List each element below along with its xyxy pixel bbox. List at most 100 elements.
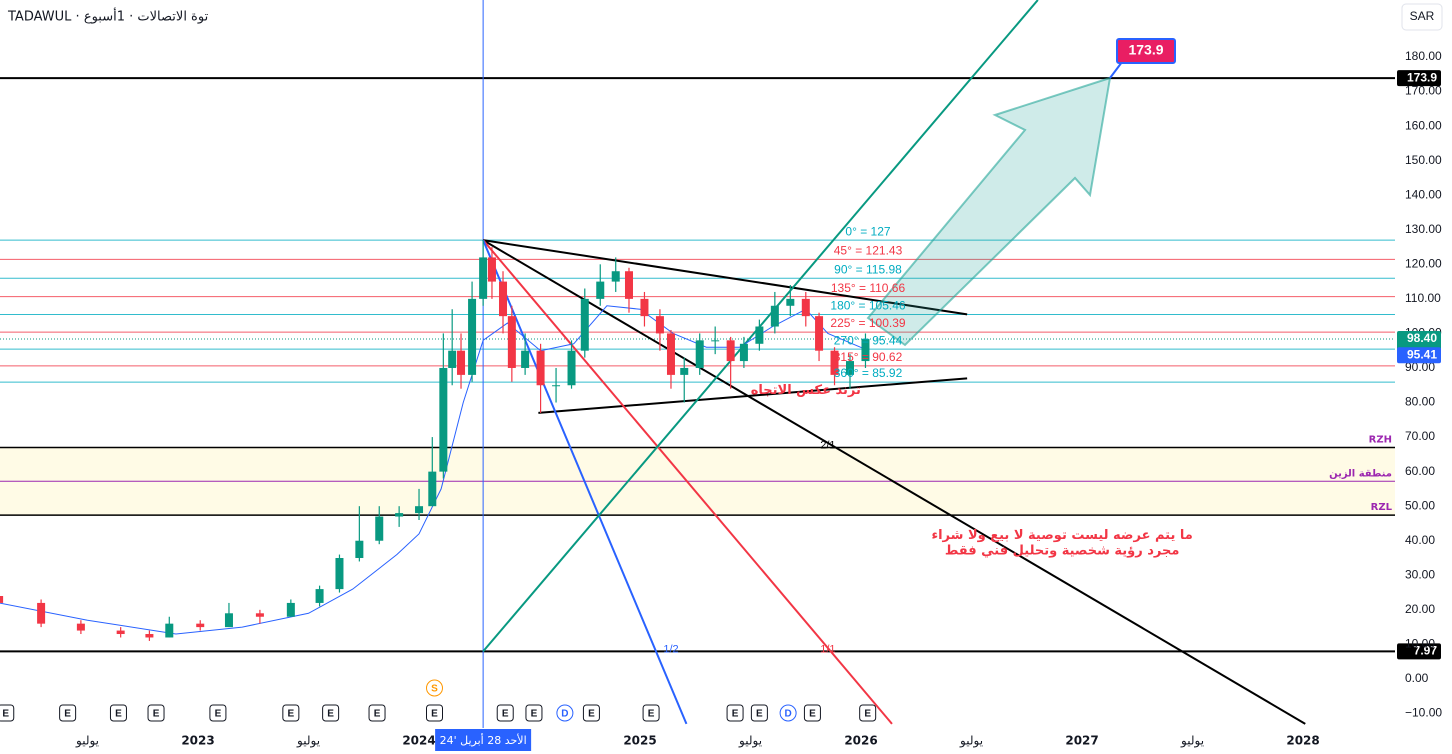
x-tick-label: يوليو — [75, 734, 99, 749]
event-icon[interactable] — [0, 704, 15, 722]
y-tick-label: 120.00 — [1405, 256, 1442, 270]
price-tag-label: 173.9 — [1407, 70, 1437, 84]
candle-body — [611, 271, 620, 282]
candle-body — [165, 623, 174, 638]
event-label[interactable]: E — [153, 709, 160, 720]
candle-body — [786, 298, 795, 306]
candle-body — [815, 316, 824, 351]
event-icon[interactable] — [496, 704, 514, 722]
trendline — [482, 239, 893, 725]
y-tick-label: 180.00 — [1405, 49, 1442, 63]
event-icon[interactable] — [642, 704, 660, 722]
time-axis — [0, 728, 1395, 754]
trendline — [482, 239, 968, 316]
zone-label: RZH — [1369, 434, 1392, 445]
candle-body — [567, 350, 576, 386]
event-label[interactable]: E — [115, 709, 122, 720]
event-label[interactable]: E — [648, 709, 655, 720]
zone-label: RZL — [1371, 502, 1393, 513]
candle-body — [255, 613, 264, 617]
trendline — [538, 377, 968, 414]
candle-body — [726, 340, 735, 362]
x-tick-label: يوليو — [1180, 734, 1204, 749]
price-tag — [1397, 70, 1441, 87]
event-icon[interactable] — [109, 704, 127, 722]
event-icon[interactable] — [426, 704, 444, 722]
event-label[interactable]: E — [588, 709, 595, 720]
candle-body — [224, 613, 233, 628]
event-icon[interactable] — [59, 704, 77, 722]
event-icon[interactable] — [282, 704, 300, 722]
currency-label[interactable]: SAR — [1410, 9, 1435, 23]
y-tick-label: 80.00 — [1405, 395, 1435, 409]
target-box — [1116, 38, 1176, 64]
candle-body — [415, 506, 424, 514]
x-tick-label: 2026 — [844, 734, 877, 748]
moving-average — [0, 305, 866, 635]
last-price-label: 98.40 — [1407, 331, 1437, 345]
event-label[interactable]: E — [531, 709, 538, 720]
fan-label: 315° = 90.62 — [834, 350, 903, 364]
event-label[interactable]: E — [64, 709, 71, 720]
event-icon[interactable] — [147, 704, 165, 722]
event-label[interactable]: E — [327, 709, 334, 720]
event-icon[interactable] — [779, 704, 797, 722]
zone-label: منطقة الزين — [1329, 468, 1392, 479]
x-tick-label: 2025 — [623, 734, 656, 748]
event-icon[interactable] — [859, 704, 877, 722]
candle-body — [499, 281, 508, 317]
event-icon[interactable] — [750, 704, 768, 722]
currency-button[interactable] — [1401, 3, 1443, 31]
annotation: ما يتم عرضه ليست توصية لا بيع ولا شراء — [931, 528, 1192, 543]
candle-body — [428, 471, 437, 507]
candle-body — [355, 540, 364, 559]
y-tick-label: −10.00 — [1405, 706, 1442, 720]
split-label[interactable]: S — [431, 684, 438, 695]
event-label[interactable]: E — [864, 709, 871, 720]
annotation: ترند عكس الاتجاه — [751, 383, 861, 398]
event-label[interactable]: E — [756, 709, 763, 720]
event-label[interactable]: E — [502, 709, 509, 720]
y-tick-label: 10.00 — [1405, 637, 1435, 651]
trendline-label: 2/1 — [820, 440, 835, 452]
event-icon[interactable] — [556, 704, 574, 722]
candle-body — [76, 623, 85, 631]
candle-body — [655, 316, 664, 334]
event-label[interactable]: E — [732, 709, 739, 720]
y-tick-label: 20.00 — [1405, 602, 1435, 616]
fan-label: 225° = 100.39 — [830, 316, 906, 330]
event-icon[interactable] — [322, 704, 340, 722]
candle-body — [711, 340, 720, 342]
price-axis — [1395, 0, 1452, 754]
forecast-arrow — [866, 76, 1112, 347]
event-icon[interactable] — [525, 704, 543, 722]
event-label[interactable]: E — [431, 709, 438, 720]
y-tick-label: 160.00 — [1405, 118, 1442, 132]
candle-body — [116, 630, 125, 635]
y-tick-label: 130.00 — [1405, 222, 1442, 236]
event-label[interactable]: E — [215, 709, 222, 720]
event-label[interactable]: E — [288, 709, 295, 720]
candle-body — [666, 333, 675, 375]
event-label[interactable]: D — [561, 709, 568, 720]
event-label[interactable]: E — [374, 709, 381, 720]
candle-body — [37, 602, 46, 624]
event-icon[interactable] — [209, 704, 227, 722]
event-icon[interactable] — [803, 704, 821, 722]
event-icon[interactable] — [582, 704, 600, 722]
candle-body — [755, 326, 764, 344]
y-tick-label: 90.00 — [1405, 360, 1435, 374]
y-tick-label: 140.00 — [1405, 187, 1442, 201]
event-icon[interactable] — [726, 704, 744, 722]
split-icon[interactable] — [426, 679, 444, 697]
event-label[interactable]: E — [2, 709, 9, 720]
event-label[interactable]: E — [809, 709, 816, 720]
candle-body — [315, 589, 324, 603]
annotation: مجرد رؤية شخصية وتحليل فني فقط — [945, 544, 1180, 559]
fan-label: 180° = 105.46 — [830, 299, 906, 313]
x-tick-label: 2028 — [1286, 734, 1319, 748]
event-label[interactable]: D — [784, 709, 791, 720]
candle-body — [468, 298, 477, 375]
event-icon[interactable] — [368, 704, 386, 722]
